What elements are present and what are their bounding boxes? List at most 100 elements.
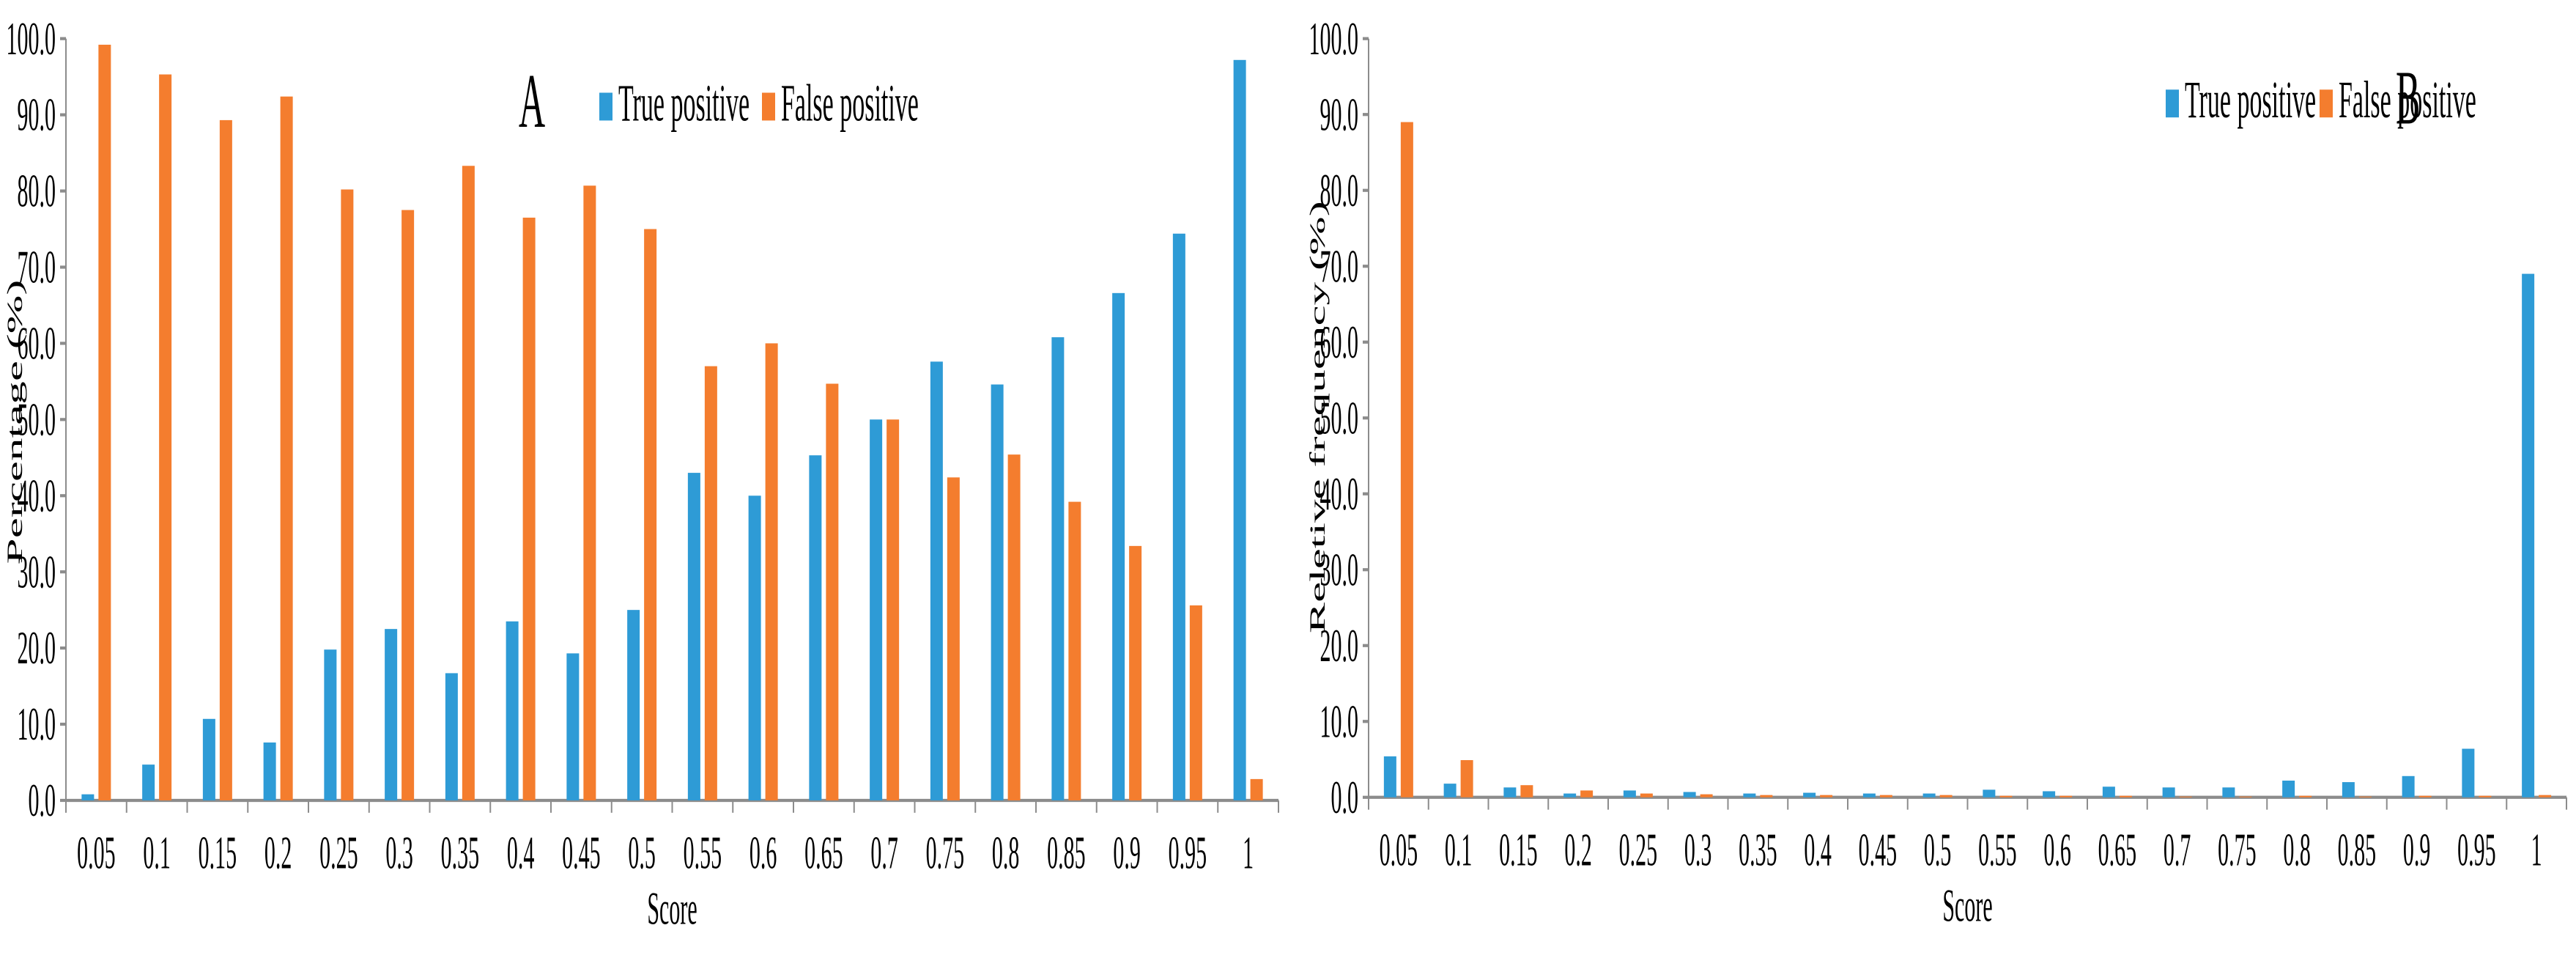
chart-b-svg: 0.0 10.0 20.0 30.0 40.0 50.0 60.0 70.0 80.0 90.0 1… (1305, 13, 2567, 931)
bar-false-positive-0.5 (644, 229, 657, 800)
bar-true-positive-0.85 (2342, 782, 2355, 797)
bar-false-positive-0.45 (583, 185, 596, 800)
bar-false-positive-0.1 (1460, 760, 1473, 797)
bar-true-positive-0.55 (1983, 789, 1996, 797)
y-axis-title: Percentage (%) (2, 280, 26, 564)
y-tick-label: 30.0 (1320, 544, 1358, 595)
x-tick-label: 0.35 (441, 828, 479, 879)
bar-true-positive-0.5 (1922, 793, 1936, 797)
bar-false-positive-0.85 (1068, 501, 1081, 800)
bar-false-positive-0.75 (947, 477, 960, 800)
bar-false-positive-1 (2539, 795, 2552, 797)
bar-false-positive-0.35 (462, 166, 475, 800)
bar-false-positive-0.95 (1189, 605, 1202, 800)
bar-false-positive-0.45 (1879, 795, 1892, 797)
x-tick-label: 0.95 (2457, 824, 2495, 875)
x-tick-label: 0.2 (264, 828, 292, 879)
y-tick-label: 100.0 (7, 13, 56, 65)
bar-false-positive-0.8 (1007, 454, 1021, 800)
bar-false-positive-0.25 (341, 189, 354, 800)
y-tick-label: 70.0 (1320, 240, 1358, 292)
bar-false-positive-0.65 (2119, 795, 2132, 797)
chart-panel-a: 0.0 10.0 20.0 30.0 40.0 50.0 60.0 70.0 80.0 90.0 1… (2, 13, 1279, 935)
x-tick-label: 0.25 (1619, 824, 1657, 875)
bar-false-positive-0.2 (1580, 790, 1594, 797)
x-tick-label: 0.65 (2098, 824, 2136, 875)
bar-false-positive-0.5 (1939, 795, 1953, 797)
bar-false-positive-0.15 (219, 119, 232, 800)
bar-true-positive-0.45 (1862, 793, 1876, 797)
x-tick-label: 0.65 (804, 828, 843, 879)
bar-true-positive-0.4 (506, 621, 519, 800)
x-tick-label: 0.1 (143, 828, 170, 879)
y-tick-label: 50.0 (1320, 392, 1358, 443)
x-tick-label: 0.45 (1859, 824, 1897, 875)
x-tick-label: 0.9 (2403, 824, 2430, 875)
x-tick-label: 0.35 (1739, 824, 1777, 875)
bar-false-positive-0.4 (1820, 795, 1833, 797)
bar-false-positive-0.55 (704, 366, 717, 800)
bar-true-positive-0.65 (2102, 786, 2115, 797)
bar-true-positive-0.85 (1051, 337, 1065, 800)
bar-true-positive-0.5 (627, 610, 640, 800)
bar-false-positive-0.1 (159, 74, 172, 800)
x-axis-title: Score (647, 883, 697, 934)
x-tick-label: 1 (1243, 828, 1254, 879)
bar-false-positive-0.65 (826, 383, 839, 800)
bar-true-positive-0.9 (2402, 775, 2415, 797)
bar-true-positive-0.05 (1383, 756, 1396, 797)
bar-false-positive-0.05 (98, 45, 111, 800)
bar-true-positive-1 (1233, 59, 1246, 800)
x-tick-label: 0.85 (2338, 824, 2376, 875)
bar-true-positive-0.05 (81, 794, 95, 800)
y-tick-label: 80.0 (1320, 165, 1358, 216)
x-tick-label: 0.25 (319, 828, 358, 879)
y-tick-label: 70.0 (18, 241, 56, 292)
bar-true-positive-0.35 (445, 673, 458, 800)
bar-false-positive-0.25 (1640, 793, 1653, 797)
bar-true-positive-0.6 (2043, 791, 2056, 797)
y-tick-label: 20.0 (1320, 620, 1358, 671)
bar-false-positive-0.9 (1129, 545, 1142, 800)
chart-panel-b: 0.0 10.0 20.0 30.0 40.0 50.0 60.0 70.0 80.0 90.0 1… (1288, 0, 2576, 958)
x-tick-label: 0.3 (1684, 824, 1711, 875)
y-tick-label: 10.0 (1320, 696, 1358, 747)
bar-false-positive-0.7 (887, 419, 900, 800)
y-axis-title: Reletive frequency (%) (1305, 201, 1329, 633)
bar-true-positive-0.25 (1623, 790, 1636, 797)
x-tick-label: 0.1 (1445, 824, 1472, 875)
legend-label-false-positive: False positive (2339, 72, 2476, 130)
x-tick-label: 0.7 (870, 828, 897, 879)
legend-swatch-true-positive (2166, 89, 2179, 118)
y-tick-label: 60.0 (1320, 317, 1358, 368)
y-tick-label: 0.0 (29, 775, 56, 826)
bar-true-positive-0.6 (748, 495, 761, 800)
x-tick-label: 0.3 (385, 828, 412, 879)
chart-a-svg: 0.0 10.0 20.0 30.0 40.0 50.0 60.0 70.0 80.0 90.0 1… (2, 13, 1279, 935)
y-tick-label: 90.0 (1320, 89, 1358, 140)
x-tick-label: 0.55 (1978, 824, 2016, 875)
x-tick-label: 0.15 (1499, 824, 1537, 875)
bar-true-positive-0.35 (1743, 793, 1756, 797)
x-tick-label: 0.55 (684, 828, 722, 879)
bar-false-positive-0.3 (401, 210, 415, 800)
x-tick-label: 0.85 (1047, 828, 1085, 879)
x-tick-label: 0.4 (1804, 824, 1831, 875)
x-tick-label: 0.4 (507, 828, 534, 879)
bar-false-positive-0.6 (765, 343, 778, 800)
bar-false-positive-0.05 (1400, 122, 1413, 797)
y-tick-label: 40.0 (18, 470, 56, 521)
x-tick-label: 0.05 (1380, 824, 1418, 875)
x-tick-label: 0.2 (1564, 824, 1591, 875)
bar-true-positive-0.1 (1443, 784, 1457, 797)
panel-label: B (2396, 54, 2420, 141)
x-tick-label: 0.5 (1924, 824, 1951, 875)
bar-true-positive-0.75 (930, 361, 943, 800)
bar-true-positive-0.3 (1683, 792, 1696, 797)
bar-true-positive-0.45 (566, 653, 580, 800)
bar-false-positive-0.15 (1520, 785, 1533, 797)
bar-true-positive-0.15 (1503, 787, 1517, 797)
bar-false-positive-1 (1250, 778, 1263, 800)
x-tick-label: 0.6 (2043, 824, 2070, 875)
bar-true-positive-0.15 (202, 718, 215, 800)
